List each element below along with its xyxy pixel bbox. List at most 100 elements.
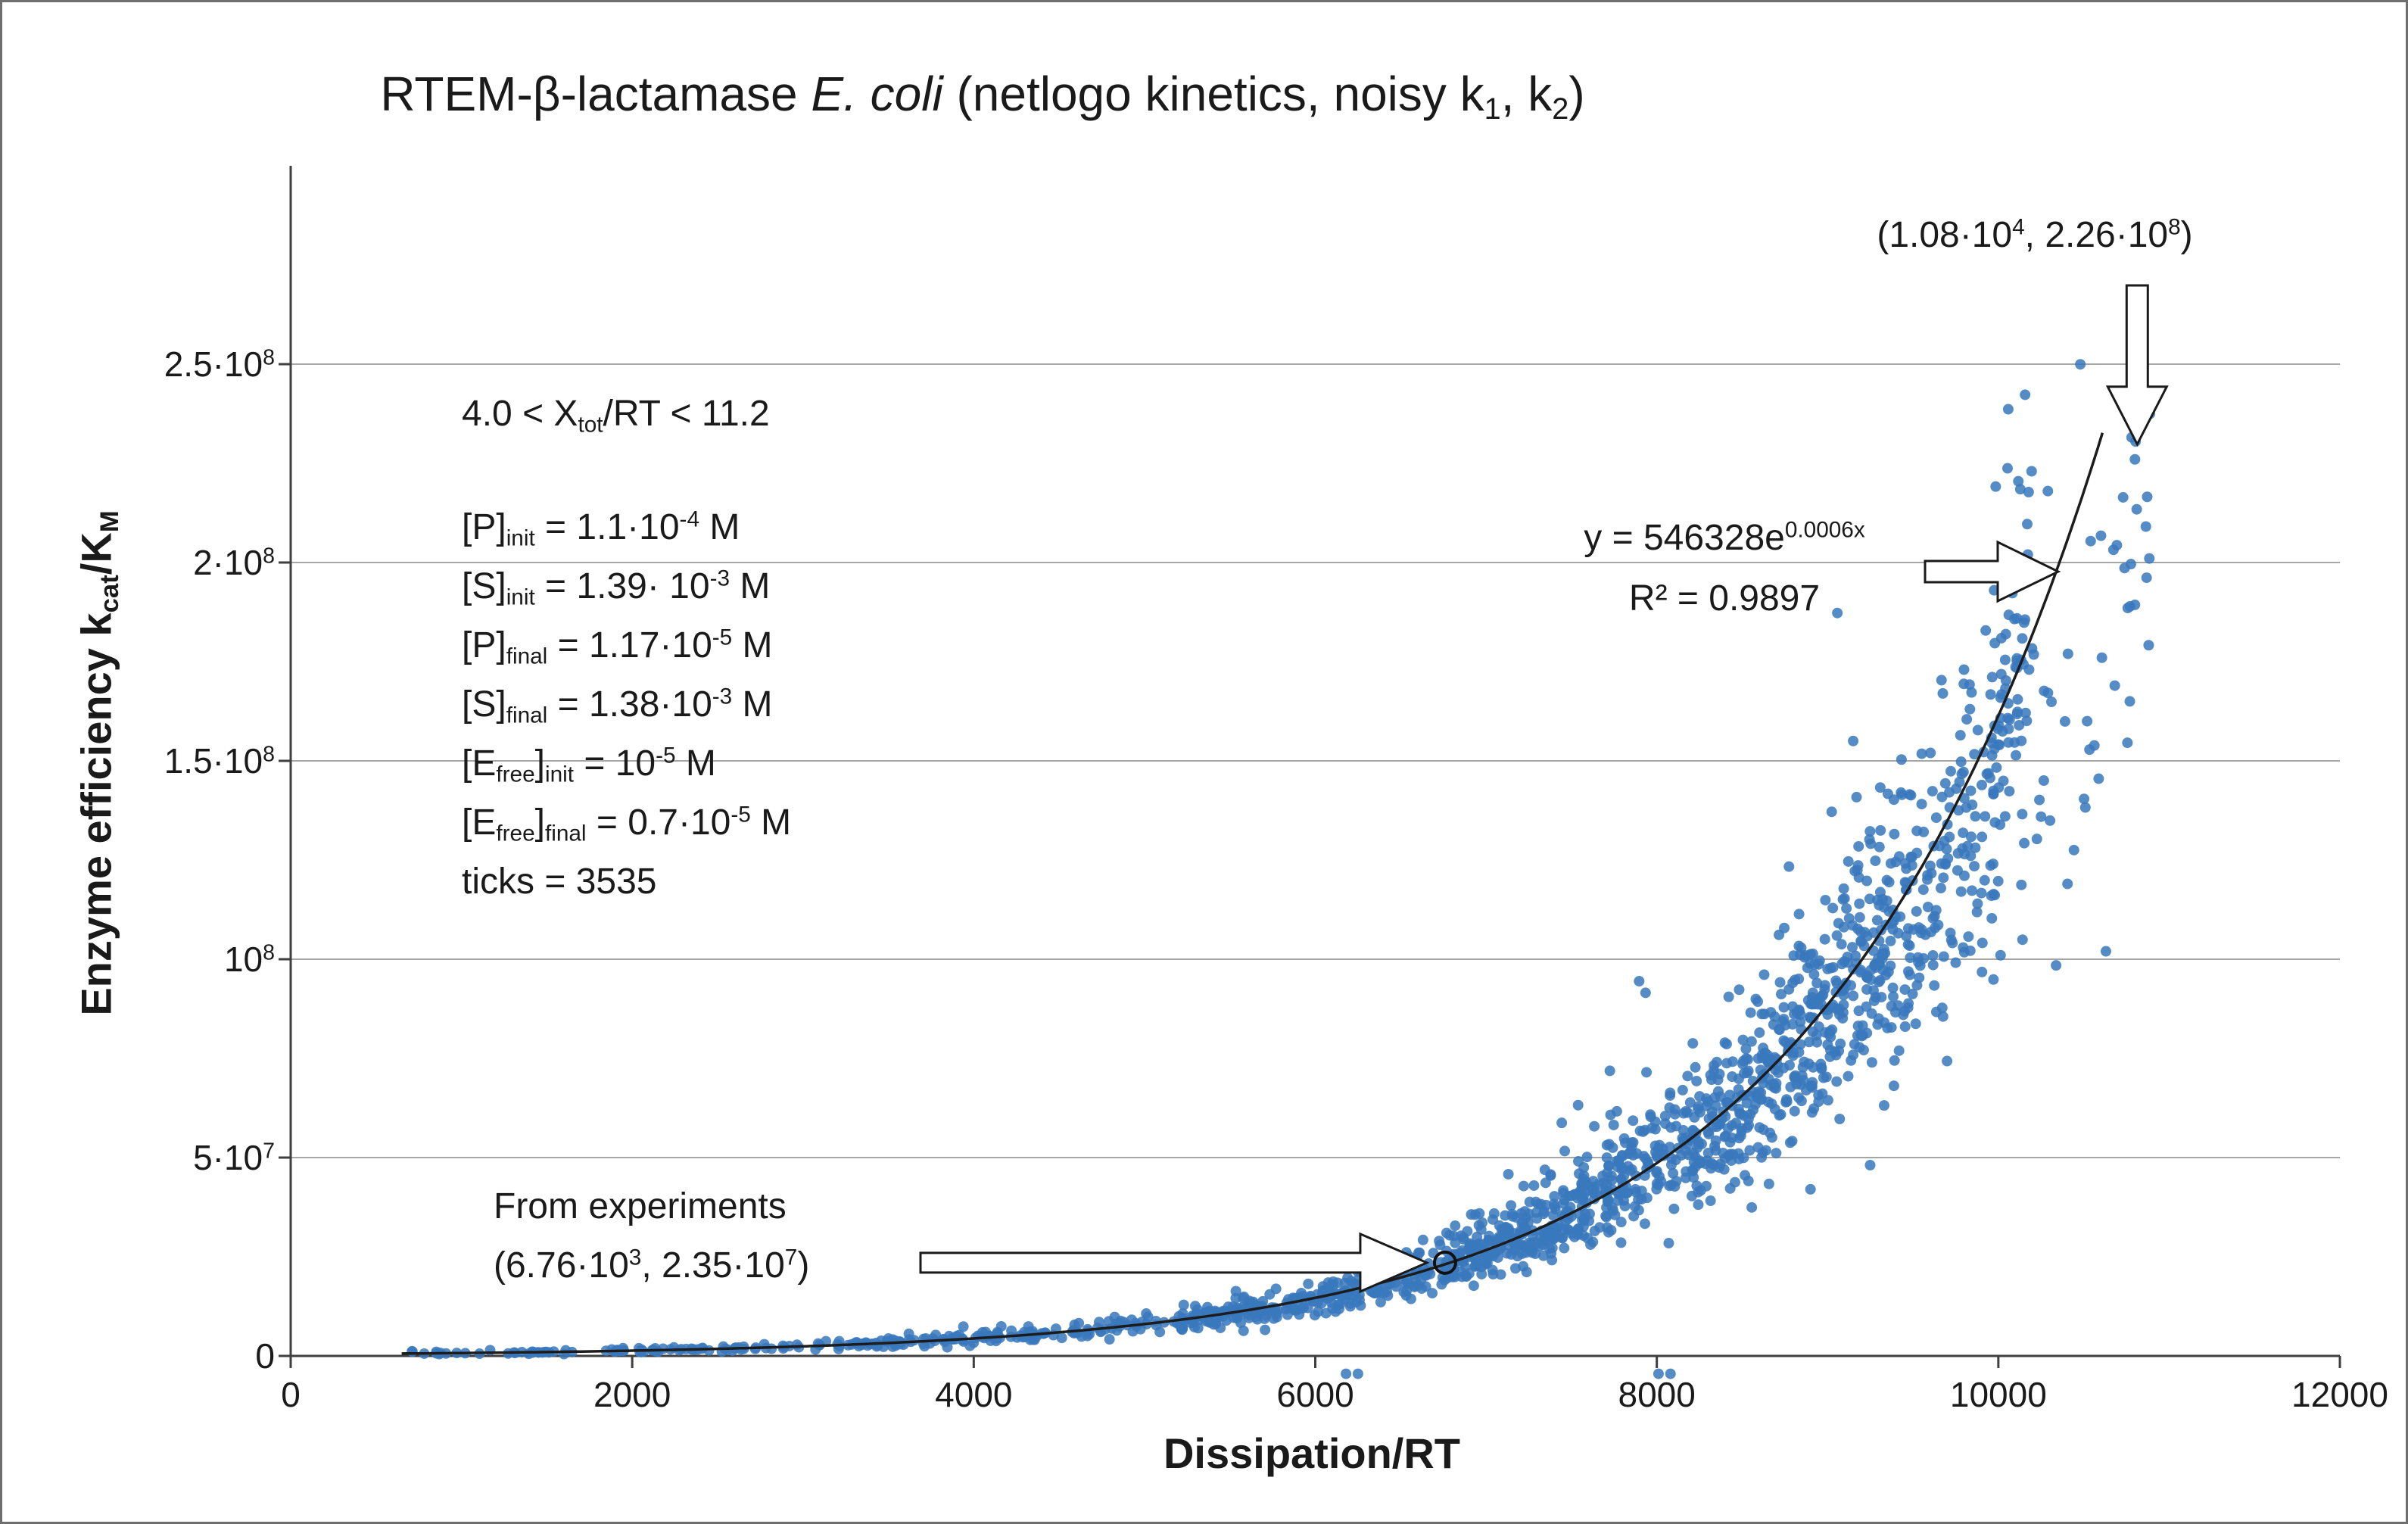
scatter-point: [1811, 977, 1823, 989]
scatter-point: [1538, 1208, 1550, 1220]
scatter-point-notable: [2026, 466, 2037, 477]
scatter-point: [1967, 799, 1978, 811]
scatter-point: [1956, 768, 1967, 780]
scatter-point: [1878, 1100, 1889, 1111]
scatter-point: [1827, 1024, 1838, 1036]
x-tick-label: 0: [281, 1375, 301, 1414]
scatter-point: [1925, 747, 1936, 759]
scatter-point: [2012, 693, 2023, 705]
scatter-point: [1682, 1071, 1693, 1082]
scatter-point: [1885, 960, 1896, 971]
text-segment: ticks = 3535: [462, 862, 657, 902]
scatter-point: [1935, 883, 1946, 894]
scatter-point: [1814, 993, 1825, 1004]
scatter-point: [1843, 913, 1855, 924]
scatter-point: [1995, 632, 2007, 644]
scatter-point: [1746, 1201, 1758, 1213]
scatter-point: [1749, 1099, 1761, 1110]
scatter-point: [2119, 563, 2130, 574]
scatter-point-notable: [2100, 946, 2111, 957]
scatter-point: [1947, 937, 1958, 949]
scatter-point: [1899, 1005, 1910, 1017]
scatter-point: [1827, 902, 1839, 914]
scatter-point: [1104, 1334, 1115, 1345]
scatter-point: [2004, 714, 2015, 725]
scatter-point: [2017, 934, 2028, 946]
param-line: [S]init = 1.39· 10-3 M: [462, 557, 791, 616]
scatter-point: [1969, 861, 1980, 872]
text-segment: 2.5·10: [164, 344, 263, 384]
text-segment: 0: [255, 1336, 275, 1376]
scatter-point: [1103, 1316, 1114, 1327]
scatter-point: [1625, 1145, 1637, 1157]
scatter-point: [1135, 1323, 1146, 1335]
scatter-point: [1688, 1172, 1699, 1183]
scatter-point: [1822, 1095, 1833, 1106]
scatter-point: [1693, 1139, 1705, 1150]
scatter-point: [1606, 1224, 1617, 1236]
scatter-point: [1944, 787, 1955, 798]
scatter-point: [1888, 991, 1899, 1002]
scatter-point: [1843, 855, 1854, 867]
scatter-point: [1950, 957, 1961, 968]
scatter-point: [1758, 1008, 1770, 1020]
scatter-point: [1899, 1021, 1911, 1033]
scatter-point: [1375, 1296, 1386, 1307]
scatter-point: [1780, 1020, 1791, 1031]
scatter-point: [1885, 858, 1896, 869]
text-segment: final: [506, 644, 548, 669]
text-segment: (1.08·10: [1877, 215, 2013, 255]
scatter-point: [2038, 775, 2049, 787]
scatter-point: [1628, 1211, 1640, 1222]
param-line: [S]final = 1.38·10-3 M: [462, 675, 791, 734]
scatter-point: [1671, 1176, 1682, 1187]
scatter-point: [1416, 1274, 1427, 1286]
scatter-point: [2023, 487, 2034, 498]
scatter-point: [1271, 1308, 1282, 1320]
scatter-point: [2051, 960, 2062, 971]
text-segment: , k: [1500, 67, 1553, 121]
scatter-point: [1736, 1125, 1747, 1136]
scatter-point: [1837, 1012, 1849, 1024]
scatter-point: [1547, 1242, 1558, 1254]
y-tick-label: 108: [101, 935, 275, 983]
scatter-point: [1917, 884, 1929, 896]
scatter-point: [1677, 1084, 1688, 1095]
experiments-label-line2: (6.76·103, 2.35·107): [494, 1236, 809, 1295]
scatter-point: [1795, 1039, 1806, 1050]
param-line: [Efree]init = 10-5 M: [462, 734, 791, 793]
scatter-point: [1678, 1108, 1690, 1119]
scatter-point: [1868, 927, 1880, 938]
scatter-point: [1962, 840, 1973, 852]
scatter-point: [1907, 988, 1918, 999]
param-line: [P]final = 1.17·10-5 M: [462, 616, 791, 675]
scatter-point: [1854, 898, 1865, 909]
scatter-point: [1988, 974, 1999, 985]
scatter-point: [1858, 1045, 1869, 1056]
scatter-point: [2002, 404, 2014, 415]
scatter-point: [1577, 1215, 1588, 1226]
text-segment: [P]: [462, 507, 506, 547]
scatter-point: [1910, 1018, 1921, 1030]
text-segment: -3: [712, 684, 733, 709]
scatter-point: [1990, 481, 2001, 492]
scatter-point: [1916, 748, 1927, 759]
scatter-point: [2141, 572, 2152, 584]
scatter-point: [1601, 1152, 1612, 1164]
scatter-point: [1992, 875, 2004, 887]
scatter-point: [1831, 930, 1843, 941]
scatter-point: [1924, 860, 1936, 871]
scatter-point: [1734, 984, 1745, 996]
text-segment: (6.76·10: [494, 1245, 629, 1286]
scatter-point: [1955, 886, 1967, 897]
scatter-point: [1986, 912, 1998, 924]
param-line: [Efree]final = 0.7·10-5 M: [462, 793, 791, 852]
scatter-point: [1976, 887, 1987, 899]
text-segment: tot: [578, 412, 603, 438]
scatter-point: [1971, 906, 1983, 918]
scatter-point: [1803, 1058, 1815, 1070]
scatter-point: [1663, 1238, 1674, 1249]
scatter-point: [1477, 1217, 1488, 1229]
scatter-point: [1815, 1058, 1827, 1070]
fit-r-squared-label: R² = 0.9897: [1490, 569, 1959, 629]
